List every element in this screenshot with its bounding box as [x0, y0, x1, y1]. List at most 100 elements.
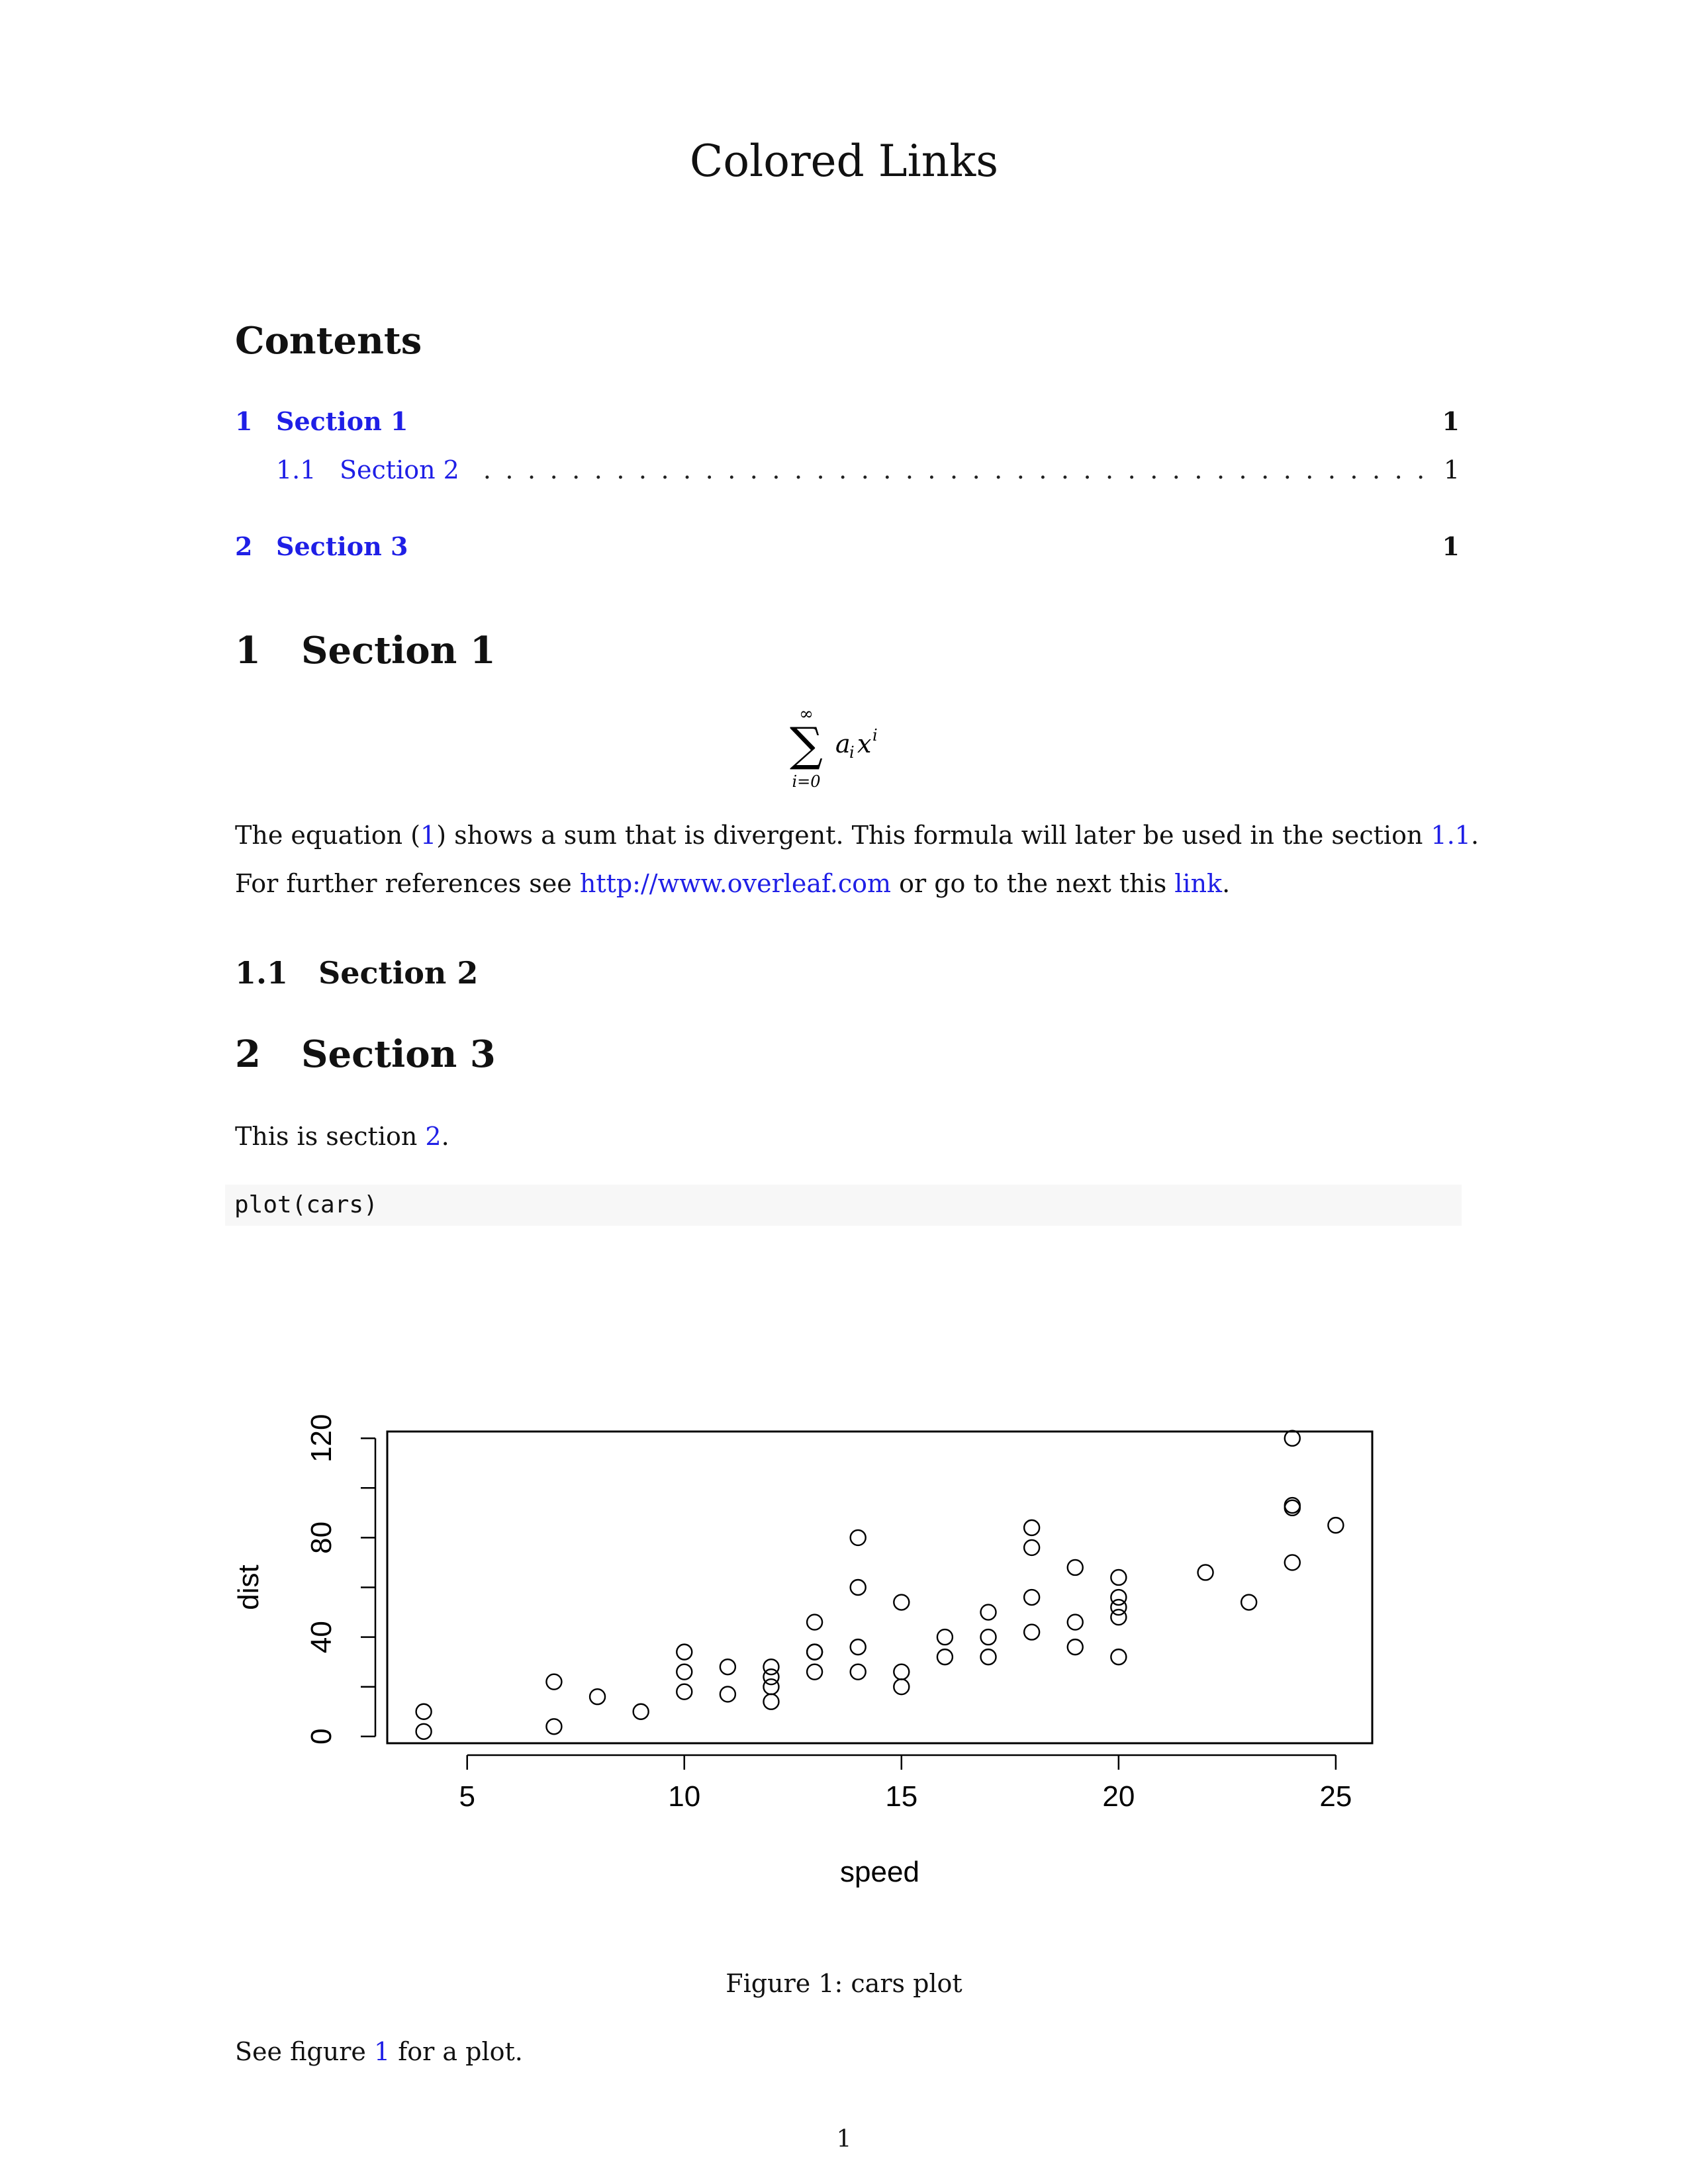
data-point: [763, 1668, 780, 1686]
text-run: .: [1222, 869, 1231, 898]
sum-lower-limit: i=0: [792, 772, 820, 791]
text-run: The equation (: [235, 821, 421, 850]
coefficient-symbol: a: [835, 729, 851, 758]
data-point: [1110, 1608, 1127, 1626]
sum-symbol: ∑: [790, 717, 823, 772]
data-point: [849, 1638, 867, 1656]
cars-scatter-plot: 5 10 15 20 25 0 40 80 120 speed dist: [232, 1414, 1374, 1888]
figure-reference-paragraph: See figure 1 for a plot.: [235, 2037, 523, 2066]
data-point: [415, 1723, 432, 1740]
data-point: [1327, 1516, 1344, 1534]
x-tick-label: 15: [885, 1780, 917, 1813]
section-1-heading: 1 Section 1: [235, 629, 496, 672]
data-point: [893, 1678, 910, 1696]
data-point: [763, 1693, 780, 1710]
data-point: [676, 1683, 693, 1700]
section-number: 1: [235, 629, 261, 672]
y-tick-label: 40: [305, 1621, 338, 1653]
y-axis-label: dist: [232, 1565, 265, 1610]
data-point: [1284, 1496, 1301, 1514]
section-ref-link[interactable]: 1.1: [1430, 821, 1471, 850]
y-tick-label: 0: [305, 1729, 338, 1745]
text-run: ) shows a sum that is divergent. This fo…: [436, 821, 1431, 850]
data-point: [632, 1703, 649, 1720]
data-point: [545, 1718, 563, 1735]
data-point: [1110, 1588, 1127, 1606]
x-tick-label: 10: [668, 1780, 700, 1813]
data-point: [1066, 1614, 1084, 1631]
section-number: 1.1: [235, 955, 289, 991]
data-point: [1023, 1519, 1041, 1537]
toc-entry-section-1-1[interactable]: 1.1 Section 2 ..........................…: [276, 455, 1460, 495]
text-run: .: [1470, 821, 1479, 850]
data-point: [1066, 1638, 1084, 1656]
data-point: [545, 1673, 563, 1690]
text-run: .: [441, 1122, 449, 1151]
variable-symbol: x: [857, 729, 871, 758]
toc-entry-page: 1: [1442, 406, 1460, 436]
data-point: [763, 1658, 780, 1676]
text-run: See figure: [235, 2037, 374, 2066]
section-ref-link[interactable]: 2: [425, 1122, 442, 1151]
equation-ref-link[interactable]: 1: [420, 821, 437, 850]
y-tick-label: 80: [305, 1522, 338, 1554]
code-block: plot(cars): [225, 1185, 1462, 1226]
toc-entry-page: 1: [1443, 455, 1460, 484]
text-run: For further references see: [235, 869, 580, 898]
data-point: [415, 1703, 432, 1720]
equation-1: ∞ ∑ i=0 a i x i: [790, 705, 878, 791]
variable-superscript: i: [872, 726, 878, 745]
toc-entry-page: 1: [1442, 531, 1460, 561]
data-point: [980, 1604, 997, 1621]
section-1-paragraph-1: The equation (1) shows a sum that is div…: [235, 821, 1479, 850]
section-title: Section 3: [301, 1032, 496, 1076]
data-point: [588, 1688, 606, 1706]
data-point: [1023, 1539, 1041, 1557]
toc-entry-label[interactable]: Section 1: [276, 406, 408, 436]
data-point: [1197, 1564, 1214, 1581]
coefficient-subscript: i: [849, 743, 855, 762]
data-point: [980, 1648, 997, 1666]
section-2-paragraph: This is section 2.: [235, 1122, 449, 1151]
toc-entry-section-1[interactable]: 1 Section 1 1: [235, 406, 1460, 446]
toc-entry-number: 1: [235, 406, 253, 436]
data-point: [806, 1614, 823, 1631]
next-link[interactable]: link: [1174, 869, 1223, 898]
data-point: [893, 1594, 910, 1611]
data-point: [1066, 1559, 1084, 1576]
section-number: 2: [235, 1032, 261, 1076]
toc-dot-leader: ........................................…: [483, 455, 1424, 484]
x-tick-label: 20: [1102, 1780, 1135, 1813]
toc-entry-number: 2: [235, 531, 253, 561]
x-tick-label: 5: [459, 1780, 475, 1813]
data-point: [806, 1663, 823, 1680]
section-title: Section 2: [318, 955, 479, 991]
sum-upper-limit: ∞: [799, 705, 814, 724]
data-point: [719, 1658, 737, 1676]
page-number: 1: [836, 2126, 852, 2153]
data-point: [763, 1678, 780, 1696]
url-link[interactable]: http://www.overleaf.com: [579, 869, 892, 898]
text-run: for a plot.: [390, 2037, 523, 2066]
data-point: [676, 1663, 693, 1680]
text-run: This is section: [235, 1122, 426, 1151]
toc-entry-number: 1.1: [276, 455, 316, 484]
data-point: [849, 1529, 867, 1547]
data-point: [676, 1643, 693, 1661]
data-point: [806, 1643, 823, 1661]
x-tick-label: 25: [1319, 1780, 1352, 1813]
toc-entry-label[interactable]: Section 3: [276, 531, 408, 561]
data-point: [1284, 1430, 1301, 1447]
document-title: Colored Links: [689, 136, 999, 187]
data-point: [1284, 1554, 1301, 1571]
toc-heading: Contents: [235, 319, 422, 363]
toc-entry-label[interactable]: Section 2: [340, 455, 459, 484]
toc-entry-section-2[interactable]: 2 Section 3 1: [235, 531, 1460, 571]
figure-ref-link[interactable]: 1: [373, 2037, 391, 2066]
section-2-heading: 2 Section 3: [235, 1032, 496, 1076]
y-tick-label: 120: [305, 1414, 338, 1463]
data-point: [1023, 1623, 1041, 1641]
text-run: or go to the next this: [891, 869, 1175, 898]
section-1-paragraph-2: For further references see http://www.ov…: [235, 869, 1230, 898]
data-point: [1110, 1648, 1127, 1666]
